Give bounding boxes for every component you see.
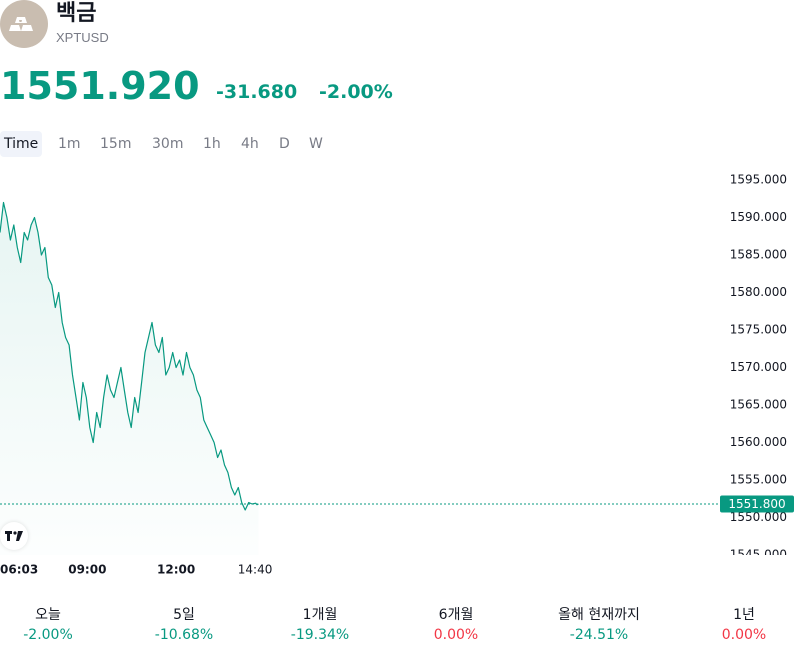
range-label: 6개월 bbox=[438, 607, 474, 623]
range-value: -19.34% bbox=[290, 627, 350, 643]
range-5d[interactable]: 5일 -10.68% bbox=[129, 605, 239, 645]
y-tick-label: 1595.000 bbox=[730, 173, 787, 187]
range-label: 1년 bbox=[733, 607, 755, 623]
range-label: 올해 현재까지 bbox=[558, 607, 640, 623]
symbol-ticker: XPTUSD bbox=[56, 30, 109, 45]
price-change: -31.680 bbox=[216, 81, 298, 103]
y-tick-label: 1550.000 bbox=[730, 510, 787, 524]
price-change-percent: -2.00% bbox=[319, 81, 393, 103]
price-chart[interactable]: 1595.000 1590.000 1585.000 1580.000 1575.000… bbox=[0, 165, 800, 585]
range-1y[interactable]: 1년 0.00% bbox=[689, 605, 799, 645]
interval-1h[interactable]: 1h bbox=[203, 136, 221, 152]
interval-d[interactable]: D bbox=[279, 136, 290, 152]
interval-w[interactable]: W bbox=[309, 136, 323, 152]
x-tick-label: 12:00 bbox=[157, 563, 195, 577]
range-value: -2.00% bbox=[23, 627, 73, 643]
tradingview-logo[interactable] bbox=[0, 522, 28, 550]
range-6m[interactable]: 6개월 0.00% bbox=[401, 605, 511, 645]
y-tick-label: 1570.000 bbox=[730, 360, 787, 374]
y-tick-label: 1560.000 bbox=[730, 435, 787, 449]
interval-15m[interactable]: 15m bbox=[100, 136, 132, 152]
y-tick-label: 1565.000 bbox=[730, 398, 787, 412]
range-label: 1개월 bbox=[302, 607, 338, 623]
symbol-name: 백금 bbox=[56, 1, 97, 26]
interval-time[interactable]: Time bbox=[0, 131, 43, 157]
y-tick-label: 1555.000 bbox=[730, 473, 787, 487]
y-tick-label: 1580.000 bbox=[730, 285, 787, 299]
platinum-bars-icon bbox=[0, 0, 48, 48]
symbol-header: 백금 XPTUSD bbox=[0, 0, 800, 50]
last-price-tag-label: 1551.800 bbox=[728, 497, 785, 511]
y-tick-label: 1545.000 bbox=[730, 548, 787, 562]
last-price: 1551.920 bbox=[0, 64, 200, 108]
range-1m[interactable]: 1개월 -19.34% bbox=[265, 605, 375, 645]
interval-30m[interactable]: 30m bbox=[152, 136, 184, 152]
range-label: 오늘 bbox=[35, 607, 61, 623]
range-label: 5일 bbox=[173, 607, 195, 623]
range-value: -24.51% bbox=[569, 627, 629, 643]
range-value: 0.00% bbox=[433, 627, 479, 643]
y-tick-label: 1575.000 bbox=[730, 323, 787, 337]
y-tick-label: 1590.000 bbox=[730, 210, 787, 224]
performance-ranges: 오늘 -2.00% 5일 -10.68% 1개월 -19.34% 6개월 0.0… bbox=[0, 605, 800, 655]
price-line bbox=[0, 201, 259, 511]
y-tick-label: 1585.000 bbox=[730, 248, 787, 262]
price-area-fill bbox=[0, 202, 259, 555]
interval-4h[interactable]: 4h bbox=[241, 136, 259, 152]
range-ytd[interactable]: 올해 현재까지 -24.51% bbox=[544, 605, 654, 645]
x-tick-label: 09:00 bbox=[68, 563, 106, 577]
range-value: -10.68% bbox=[154, 627, 214, 643]
range-today[interactable]: 오늘 -2.00% bbox=[0, 605, 103, 645]
x-tick-label: 06:03 bbox=[0, 563, 38, 577]
range-value: 0.00% bbox=[721, 627, 767, 643]
last-price-tag: 1551.800 bbox=[720, 495, 794, 513]
interval-1m[interactable]: 1m bbox=[58, 136, 81, 152]
x-tick-label: 14:40 bbox=[238, 563, 273, 577]
